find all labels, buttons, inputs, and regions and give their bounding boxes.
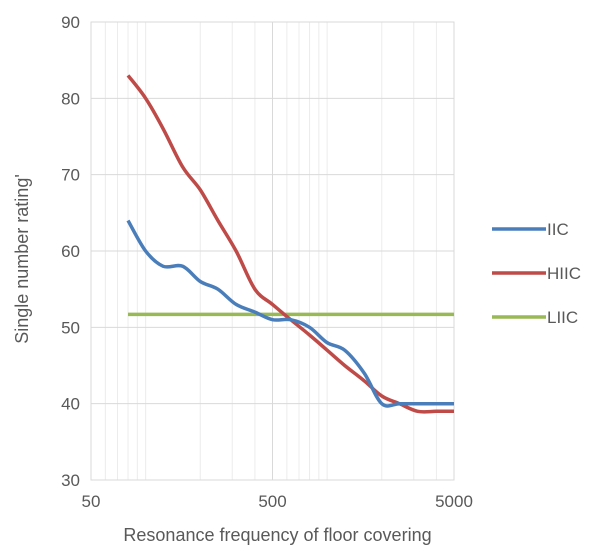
x-tick-label: 5000 (435, 492, 473, 511)
y-tick-label: 80 (61, 89, 80, 108)
legend-label: IIC (547, 220, 569, 239)
plot-area-frame (90, 21, 455, 481)
x-tick-label: 50 (82, 492, 101, 511)
x-tick-label: 500 (258, 492, 286, 511)
y-tick-labels: 30 40 50 60 70 80 90 (61, 13, 80, 490)
x-tick-labels: 50 500 5000 (82, 492, 473, 511)
y-tick-label: 50 (61, 318, 80, 337)
y-axis-title: Single number rating' (12, 174, 32, 344)
y-tick-label: 40 (61, 395, 80, 414)
legend-item-hiic: HIIC (492, 264, 581, 283)
y-tick-label: 30 (61, 471, 80, 490)
legend-item-liic: LIIC (492, 308, 578, 327)
legend-item-iic: IIC (492, 220, 569, 239)
y-tick-label: 60 (61, 242, 80, 261)
legend-label: LIIC (547, 308, 578, 327)
legend-label: HIIC (547, 264, 581, 283)
series-line-iic (126, 219, 454, 408)
x-axis-title: Resonance frequency of floor covering (123, 525, 431, 545)
y-tick-label: 90 (61, 13, 80, 32)
y-tick-label: 70 (61, 166, 80, 185)
legend: IIC HIIC LIIC (492, 220, 581, 327)
series-layer (126, 74, 454, 414)
